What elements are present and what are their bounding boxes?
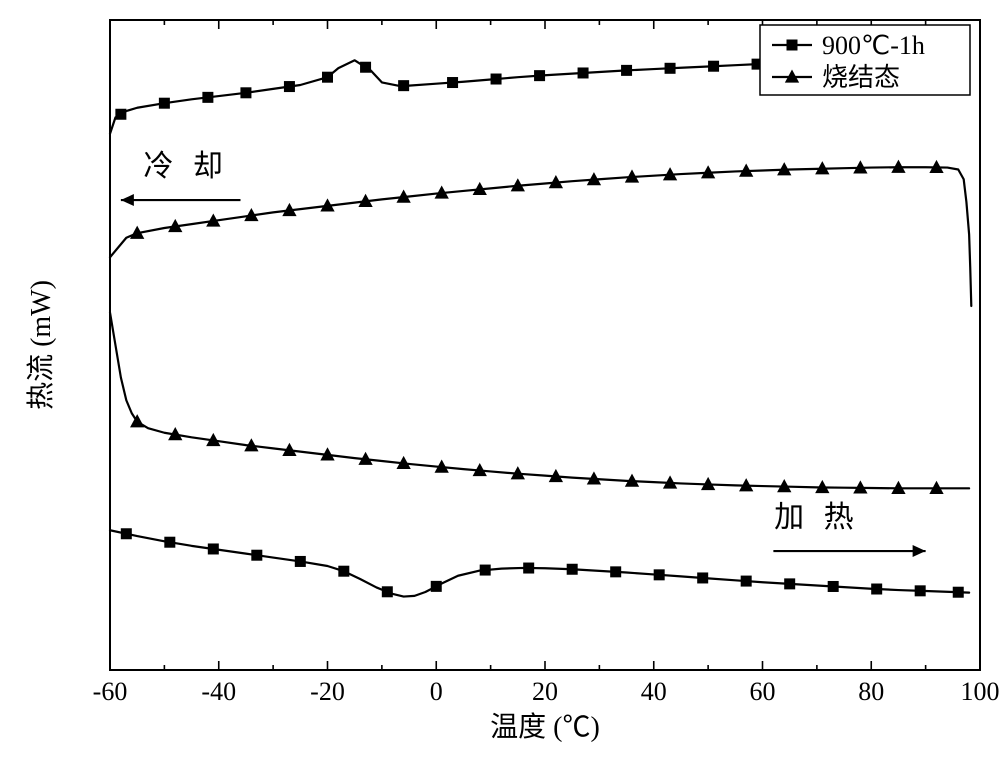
marker-square: [360, 62, 371, 73]
marker-square: [251, 550, 262, 561]
marker-square: [871, 584, 882, 595]
marker-square: [284, 81, 295, 92]
marker-square: [621, 65, 632, 76]
series-line: [110, 167, 971, 306]
series-line: [110, 313, 969, 489]
x-tick-label: -20: [310, 677, 345, 706]
annotation-label: 加 热: [774, 501, 860, 534]
marker-square: [121, 528, 132, 539]
marker-square: [578, 67, 589, 78]
marker-square: [208, 543, 219, 554]
chart-svg: -60 -40 -20 0 20 40 60 80 100 温度 (℃) 热流 (mW) 冷 却加 热…: [0, 0, 1000, 770]
plot-border: [110, 20, 980, 670]
x-tick-label: 80: [858, 677, 884, 706]
marker-square: [202, 92, 213, 103]
marker-square: [567, 564, 578, 575]
marker-square: [382, 586, 393, 597]
x-tick-label: 60: [750, 677, 776, 706]
y-axis-label: 热流 (mW): [25, 280, 57, 410]
legend-label: 900℃-1h: [822, 31, 925, 60]
marker-square: [159, 98, 170, 109]
x-tick-label: 0: [430, 677, 443, 706]
x-tick-label: 40: [641, 677, 667, 706]
marker-square: [164, 537, 175, 548]
marker-square: [480, 565, 491, 576]
marker-square: [523, 563, 534, 574]
marker-square: [828, 581, 839, 592]
x-tick-label: 100: [961, 677, 1000, 706]
marker-square: [447, 77, 458, 88]
x-tick-label: -60: [93, 677, 128, 706]
x-tick-label: -40: [201, 677, 236, 706]
marker-square: [295, 556, 306, 567]
marker-square: [741, 576, 752, 587]
marker-square: [431, 581, 442, 592]
series-line: [110, 530, 969, 596]
marker-square: [784, 578, 795, 589]
annotation-label: 冷 却: [143, 150, 229, 183]
marker-square: [665, 63, 676, 74]
annotation-arrow-head: [121, 194, 134, 206]
marker-square: [115, 109, 126, 120]
marker-square: [534, 70, 545, 81]
marker-square: [338, 566, 349, 577]
legend-label: 烧结态: [822, 63, 900, 92]
marker-square: [953, 587, 964, 598]
marker-square: [398, 80, 409, 91]
dsc-chart: -60 -40 -20 0 20 40 60 80 100 温度 (℃) 热流 (mW) 冷 却加 热…: [0, 0, 1000, 770]
marker-square: [240, 87, 251, 98]
marker-square: [915, 585, 926, 596]
marker-square: [697, 572, 708, 583]
marker-square: [610, 566, 621, 577]
x-tick-label: 20: [532, 677, 558, 706]
marker-triangle: [130, 414, 144, 427]
x-axis-label: 温度 (℃): [490, 711, 600, 743]
marker-square: [491, 74, 502, 85]
marker-square: [322, 72, 333, 83]
marker-square: [787, 40, 798, 51]
marker-square: [654, 569, 665, 580]
marker-square: [708, 61, 719, 72]
annotation-arrow-head: [913, 545, 926, 557]
